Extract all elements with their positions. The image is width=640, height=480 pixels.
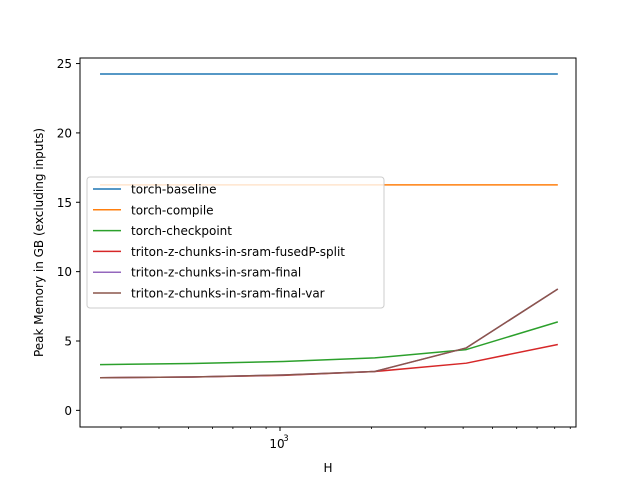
- legend-box: [86, 176, 385, 309]
- y-tick-label: 20: [57, 126, 72, 140]
- y-tick-label: 25: [57, 57, 72, 71]
- y-tick-label: 0: [64, 404, 72, 418]
- y-tick-label: 10: [57, 265, 72, 279]
- plot-frame: [79, 57, 577, 428]
- legend: torch-baseline torch-compile torch-checkpo…: [86, 176, 385, 309]
- series-line-triton-z-chunks-in-sram-final-var: [100, 288, 559, 379]
- x-tick-label: 10: [269, 437, 284, 451]
- x-tick-exponent: 3: [283, 434, 288, 444]
- legend-label: torch-baseline: [131, 183, 217, 197]
- legend-label: torch-checkpoint: [131, 224, 232, 238]
- series-line-torch-checkpoint: [100, 321, 559, 366]
- legend-label: triton-z-chunks-in-sram-fusedP-split: [131, 245, 345, 259]
- x-axis-label: H: [323, 461, 332, 475]
- y-tick-label: 15: [57, 196, 72, 210]
- legend-label: triton-z-chunks-in-sram-final-var: [131, 287, 325, 301]
- legend-label: triton-z-chunks-in-sram-final: [131, 266, 301, 280]
- legend-label: torch-compile: [131, 203, 214, 217]
- y-axis-label: Peak Memory in GB (excluding inputs): [32, 128, 46, 357]
- y-tick-label: 5: [64, 334, 72, 348]
